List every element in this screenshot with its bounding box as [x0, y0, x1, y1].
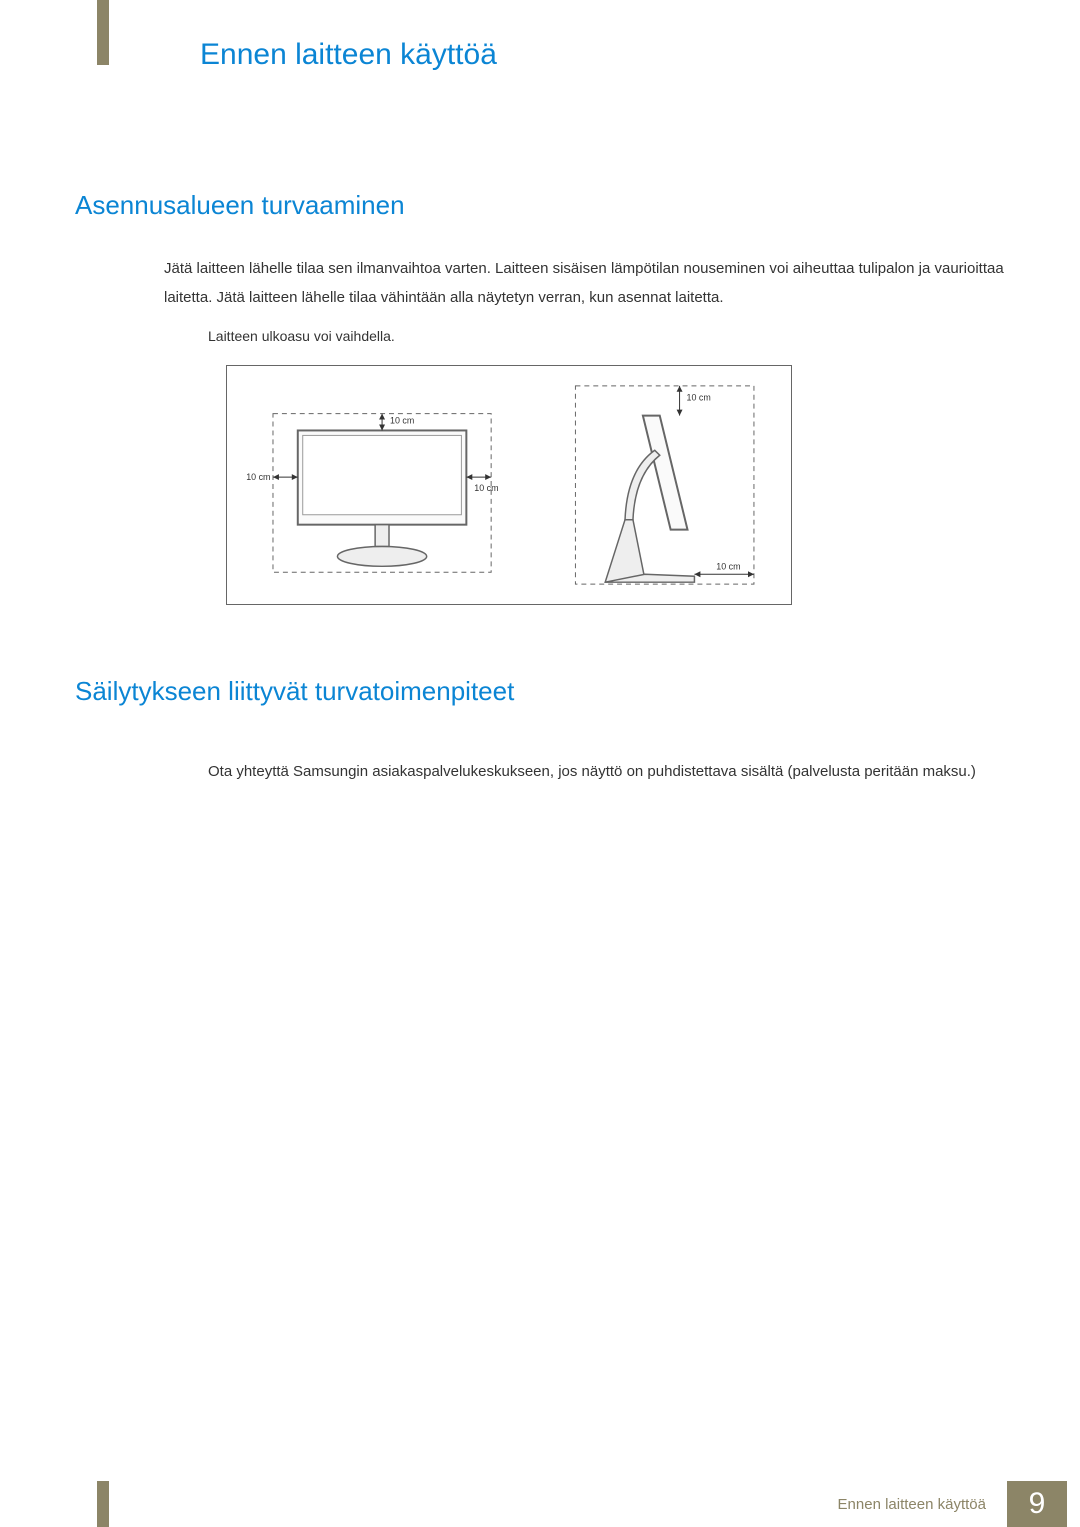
- page-number: 9: [1007, 1481, 1067, 1527]
- header-stripe: [97, 0, 109, 65]
- diagram-label-right: 10 cm: [474, 483, 498, 493]
- section-2-body: Ota yhteyttä Samsungin asiakaspalvelukes…: [208, 758, 998, 787]
- section-1-note: Laitteen ulkoasu voi vaihdella.: [208, 328, 395, 344]
- section-1-body: Jätä laitteen lähelle tilaa sen ilmanvai…: [164, 255, 1014, 312]
- diagram-svg: 10 cm 10 cm 10 cm 10 cm 10 cm: [227, 366, 791, 604]
- chapter-title: Ennen laitteen käyttöä: [200, 38, 497, 72]
- diagram-label-side-back: 10 cm: [716, 561, 740, 571]
- section-1-heading: Asennusalueen turvaaminen: [75, 190, 405, 221]
- diagram-label-side-top: 10 cm: [687, 393, 711, 403]
- footer: Ennen laitteen käyttöä 9: [0, 1481, 1080, 1527]
- diagram-label-left: 10 cm: [246, 472, 270, 482]
- footer-label: Ennen laitteen käyttöä: [838, 1481, 1006, 1527]
- diagram-label-top: 10 cm: [390, 416, 414, 426]
- clearance-diagram: 10 cm 10 cm 10 cm 10 cm 10 cm: [226, 365, 792, 605]
- section-2-heading: Säilytykseen liittyvät turvatoimenpiteet: [75, 676, 514, 707]
- footer-stripe: [97, 1481, 109, 1527]
